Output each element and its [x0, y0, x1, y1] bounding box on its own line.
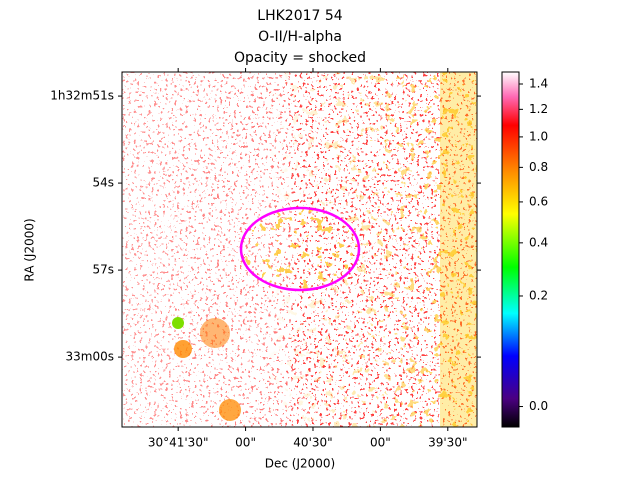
- title: LHK2017 54: [257, 8, 342, 24]
- region-ellipse: [239, 206, 361, 292]
- title: Opacity = shocked: [234, 50, 366, 66]
- colorbar-tick-label: 1.0: [529, 129, 548, 143]
- colorbar-tick-label: 0.6: [529, 194, 548, 208]
- y-tick-label: 57s: [92, 263, 114, 277]
- colorbar-tick-label: 1.4: [529, 76, 548, 90]
- image: [122, 72, 477, 427]
- colorbar-tick-label: 0.8: [529, 160, 548, 174]
- source: [172, 317, 184, 329]
- y-axis-label: RA (J2000): [23, 218, 37, 281]
- title: O-II/H-alpha: [258, 29, 342, 45]
- colorbar-tick-label: 1.2: [529, 102, 548, 116]
- colorbar-tick-label: 0.4: [529, 235, 548, 249]
- x-axis-label: Dec (J2000): [265, 457, 335, 471]
- y-tick-label: 33m00s: [66, 350, 114, 364]
- x-tick-label: 40'30": [293, 436, 332, 450]
- image-noise: [122, 72, 477, 427]
- y-tick-label: 54s: [92, 176, 114, 190]
- x-tick-label: 00": [370, 436, 391, 450]
- source: [174, 340, 192, 358]
- colorbar-tick-label: 0.2: [529, 288, 548, 302]
- x-tick-label: 30°41'30": [148, 436, 209, 450]
- image-band: [440, 72, 477, 427]
- colorbar: [501, 71, 520, 428]
- axes-frame: [121, 71, 478, 428]
- x-tick-label: 39'30": [428, 436, 467, 450]
- x-tick-label: 00": [235, 436, 256, 450]
- y-tick-label: 1h32m51s: [50, 89, 114, 103]
- source: [200, 318, 230, 348]
- colorbar-tick-label: 0.0: [529, 399, 548, 413]
- source: [219, 399, 241, 421]
